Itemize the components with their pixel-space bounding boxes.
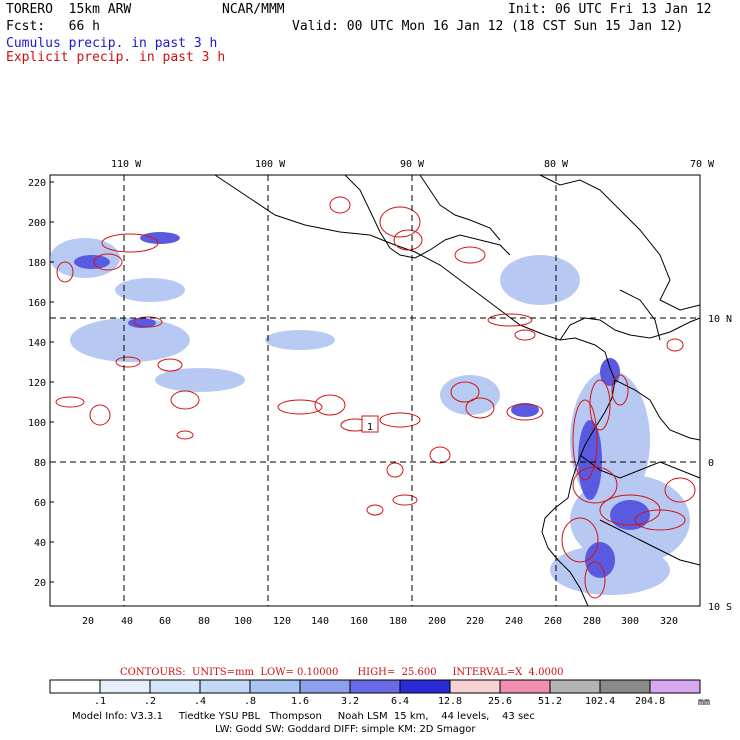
right-label-10s: 10 S [708,602,732,613]
contours-info: CONTOURS: UNITS=mm LOW= 0.10000 HIGH= 25… [120,667,564,678]
colorbar-swatch [49,679,101,694]
y-tick: 200 [28,218,46,229]
x-tick: 240 [505,616,523,627]
colorbar-unit: mm [698,697,711,708]
x-tick: 160 [350,616,368,627]
colorbar-swatch [199,679,251,694]
colorbar-label: .2 [144,696,157,707]
x-tick: 300 [621,616,639,627]
colorbar-swatch [299,679,351,694]
x-tick: 320 [660,616,678,627]
y-tick: 140 [28,338,46,349]
top-label-110w: 110 W [111,159,142,170]
map-frame [49,174,701,607]
station-marker-box [361,415,379,433]
y-tick: 160 [28,298,46,309]
model-title: TORERO 15km ARW [6,2,132,17]
y-tick: 100 [28,418,46,429]
colorbar-swatch [349,679,401,694]
colorbar-label: 1.6 [291,696,310,707]
right-label-10n: 10 N [708,314,732,325]
valid-time: Valid: 00 UTC Mon 16 Jan 12 (18 CST Sun … [292,19,684,34]
colorbar [49,679,701,694]
top-label-100w: 100 W [255,159,286,170]
top-label-80w: 80 W [544,159,569,170]
y-tick: 180 [28,258,46,269]
right-label-0: 0 [708,458,714,469]
model-info: Model Info: V3.3.1 Tiedtke YSU PBL Thomp… [72,711,535,722]
y-tick: 60 [34,498,46,509]
legend-cumulus: Cumulus precip. in past 3 h [6,36,218,51]
y-tick: 20 [34,578,46,589]
x-tick: 220 [466,616,484,627]
forecast-hour: Fcst: 66 h [6,19,100,34]
colorbar-swatch [599,679,651,694]
x-tick: 80 [198,616,210,627]
x-tick: 280 [583,616,601,627]
center-title: NCAR/MMM [222,2,285,17]
colorbar-label: 204.8 [635,696,666,707]
colorbar-swatch [499,679,551,694]
y-tick: 120 [28,378,46,389]
x-tick: 200 [428,616,446,627]
physics-info: LW: Godd SW: Goddard DIFF: simple KM: 2D… [215,724,476,735]
colorbar-swatch [549,679,601,694]
colorbar-label: 25.6 [488,696,513,707]
x-tick: 120 [273,616,291,627]
tick-marks [50,181,54,583]
x-tick: 140 [311,616,329,627]
colorbar-swatch [649,679,701,694]
colorbar-label: 51.2 [538,696,563,707]
colorbar-label: .8 [244,696,257,707]
colorbar-swatch [99,679,151,694]
lat-lon-grid [50,175,700,606]
colorbar-swatch [149,679,201,694]
colorbar-swatch [399,679,451,694]
x-tick: 20 [82,616,94,627]
y-tick: 220 [28,178,46,189]
colorbar-swatch [449,679,501,694]
colorbar-label: 12.8 [438,696,463,707]
init-time: Init: 06 UTC Fri 13 Jan 12 [508,2,712,17]
y-tick: 80 [34,458,46,469]
legend-explicit: Explicit precip. in past 3 h [6,50,226,65]
x-tick: 40 [121,616,133,627]
y-tick: 40 [34,538,46,549]
colorbar-label: .1 [94,696,107,707]
colorbar-label: 6.4 [391,696,410,707]
explicit-precip-contours [55,196,696,599]
x-tick: 180 [389,616,407,627]
colorbar-label: 3.2 [341,696,360,707]
colorbar-swatch [249,679,301,694]
x-tick: 260 [544,616,562,627]
top-label-70w: 70 W [690,159,715,170]
station-marker: 1 [367,422,373,433]
x-tick: 100 [234,616,252,627]
colorbar-label: 102.4 [585,696,616,707]
x-tick: 60 [159,616,171,627]
colorbar-label: .4 [194,696,207,707]
top-label-90w: 90 W [400,159,425,170]
coastlines [214,174,701,607]
